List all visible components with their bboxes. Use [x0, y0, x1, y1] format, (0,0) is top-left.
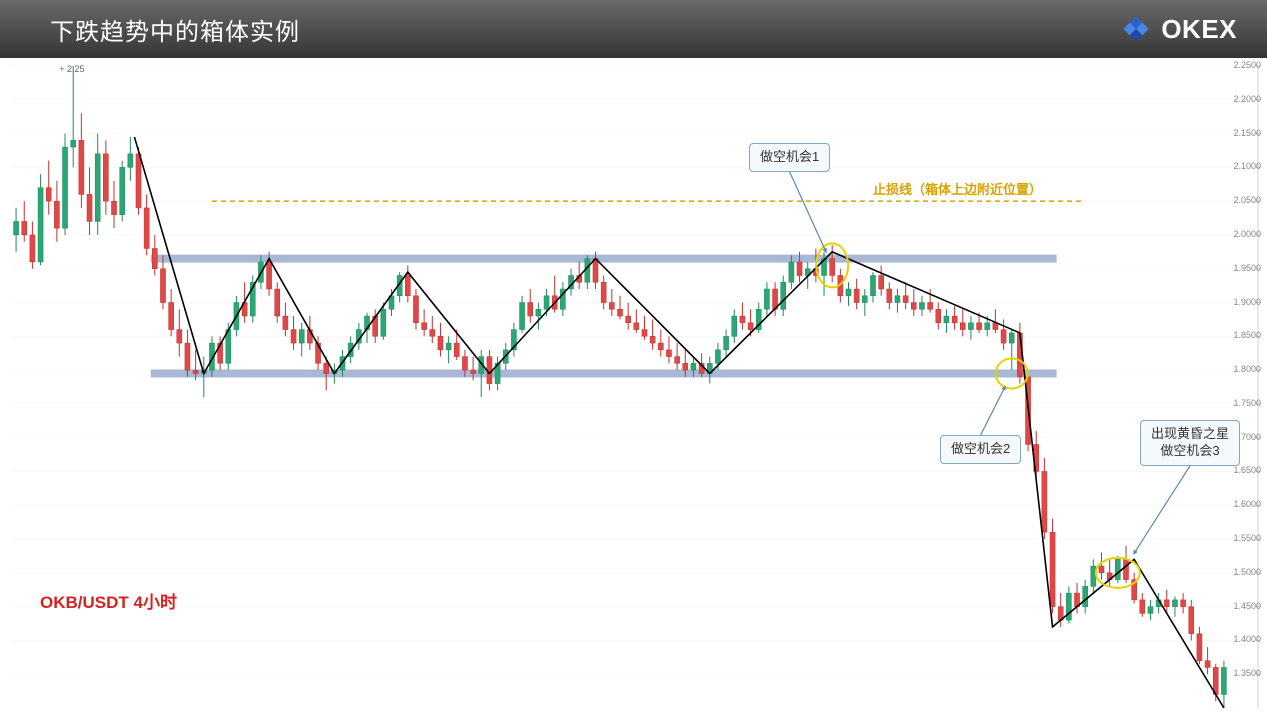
yaxis-tick-label: 2.0500 [1233, 195, 1261, 205]
yaxis-tick-label: 1.7500 [1233, 398, 1261, 408]
yaxis-tick-label: 1.9500 [1233, 263, 1261, 273]
yaxis-tick-label: 1.5500 [1233, 533, 1261, 543]
yaxis-tick-label: 1.5000 [1233, 567, 1261, 577]
okex-icon [1119, 12, 1153, 46]
yaxis-tick-label: 1.8000 [1233, 364, 1261, 374]
pair-label: OKB/USDT 4小时 [40, 588, 177, 613]
brand-logo: OKEX [1119, 12, 1237, 46]
yaxis-tick-label: 2.2000 [1233, 94, 1261, 104]
yaxis-tick-label: 1.9000 [1233, 297, 1261, 307]
frame: 下跌趋势中的箱体实例 OKEX 1.3500 1.4000 1.4500 1.5000… [0, 0, 1267, 713]
yaxis-tick-label: 2.1000 [1233, 161, 1261, 171]
yaxis-tick-label: 1.4500 [1233, 601, 1261, 611]
callout-short-3: 出现黄昏之星 做空机会3 [1140, 420, 1240, 466]
stoploss-label: 止损线（箱体上边附近位置） [873, 179, 1042, 198]
candlestick-chart[interactable] [0, 58, 1267, 713]
yaxis-tick-label: 1.8500 [1233, 330, 1261, 340]
yaxis-tick-label: 1.4000 [1233, 634, 1261, 644]
callout-short-1: 做空机会1 [749, 143, 830, 172]
callout-3-line-1: 出现黄昏之星 [1151, 426, 1229, 441]
header-bar: 下跌趋势中的箱体实例 OKEX [0, 0, 1267, 58]
yaxis-tick-label: 2.1500 [1233, 128, 1261, 138]
yaxis-tick-label: 1.6500 [1233, 465, 1261, 475]
callout-3-line-2: 做空机会3 [1160, 443, 1219, 458]
yaxis-tick-label: 1.6000 [1233, 499, 1261, 509]
slide-title: 下跌趋势中的箱体实例 [50, 12, 300, 47]
callout-short-2: 做空机会2 [940, 435, 1021, 464]
yaxis-tick-label: 2.0000 [1233, 229, 1261, 239]
yaxis-tick-label: 2.2500 [1233, 60, 1261, 70]
peak-price-label: + 2.25 [59, 64, 84, 74]
brand-text: OKEX [1161, 14, 1237, 45]
chart-area[interactable]: 1.3500 1.4000 1.4500 1.5000 1.5500 1.6000 1.65… [0, 58, 1267, 713]
yaxis-tick-label: 1.3500 [1233, 668, 1261, 678]
